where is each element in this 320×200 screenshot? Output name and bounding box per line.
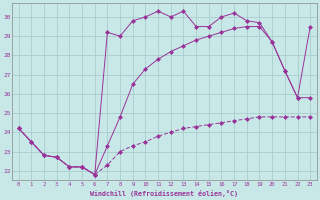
X-axis label: Windchill (Refroidissement éolien,°C): Windchill (Refroidissement éolien,°C) <box>91 190 238 197</box>
